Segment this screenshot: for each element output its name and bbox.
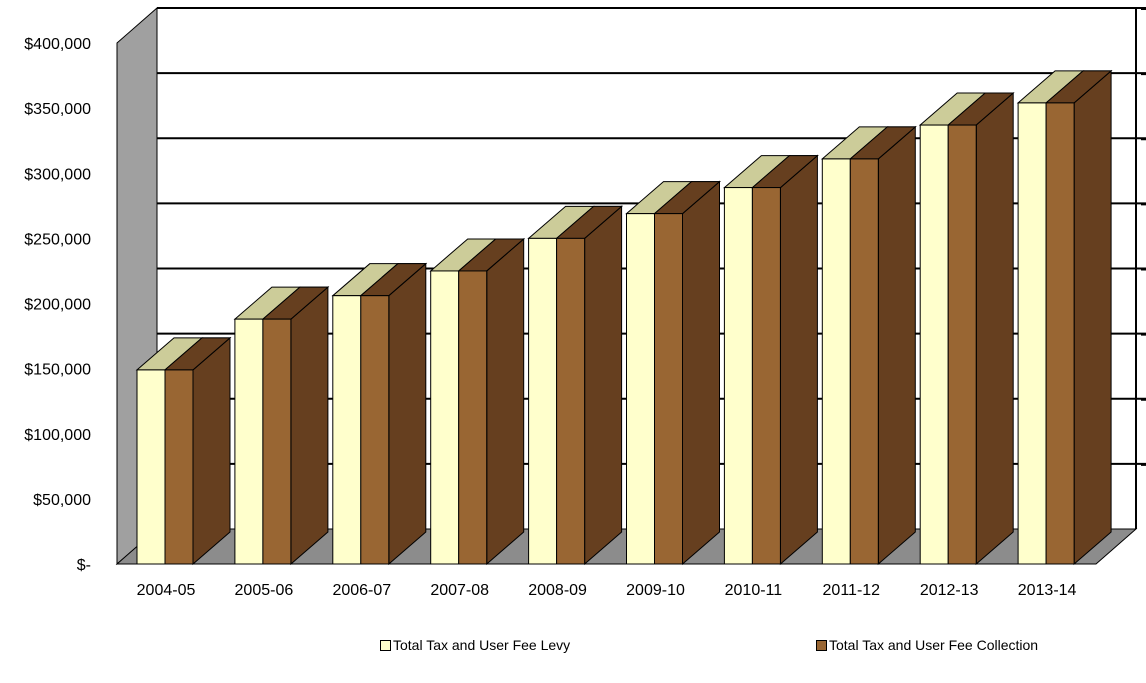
legend-label-levy: Total Tax and User Fee Levy bbox=[393, 637, 571, 653]
bar-collection bbox=[947, 124, 977, 565]
bars bbox=[135, 69, 1113, 566]
y-axis-tick-labels: $- $50,000 $100,000 $150,000 $200,000 $250,00… bbox=[24, 36, 91, 574]
x-tick-label: 2013-14 bbox=[1018, 582, 1077, 599]
bar-collection-side bbox=[877, 125, 916, 566]
bar-collection-side bbox=[388, 262, 427, 566]
bar-collection-side bbox=[682, 180, 720, 566]
bar-collection bbox=[1045, 102, 1075, 565]
y-tick-label: $200,000 bbox=[24, 297, 91, 314]
x-axis-tick-labels: 2004-05 2005-06 2006-07 2007-08 2008-09 2009-… bbox=[137, 582, 1077, 599]
bar-collection-side bbox=[486, 237, 525, 566]
bar-collection bbox=[164, 369, 194, 565]
x-tick-label: 2011-12 bbox=[823, 582, 881, 599]
legend-item-collection: Total Tax and User Fee Collection bbox=[816, 637, 1038, 653]
bar-levy bbox=[430, 270, 460, 565]
legend-swatch-levy bbox=[380, 639, 391, 651]
legend-label-collection: Total Tax and User Fee Collection bbox=[829, 637, 1039, 653]
bar-collection-side bbox=[975, 91, 1014, 566]
bar-collection-side bbox=[779, 154, 818, 566]
bar-collection-side bbox=[290, 286, 329, 566]
y-tick-label: $300,000 bbox=[24, 166, 91, 183]
y-tick-label: $50,000 bbox=[33, 492, 91, 509]
bar-levy bbox=[919, 124, 949, 565]
bar-levy bbox=[821, 158, 851, 565]
x-tick-label: 2007-08 bbox=[430, 582, 489, 599]
bar-levy bbox=[528, 237, 558, 565]
bar-collection bbox=[262, 318, 292, 565]
x-tick-label: 2004-05 bbox=[137, 582, 196, 599]
bar-collection-side bbox=[1073, 69, 1112, 566]
bar-collection bbox=[751, 187, 781, 565]
y-tick-label: $400,000 bbox=[24, 36, 91, 53]
x-tick-label: 2009-10 bbox=[626, 582, 685, 599]
x-tick-label: 2005-06 bbox=[235, 582, 294, 599]
bar-collection bbox=[654, 213, 683, 565]
y-tick-label: $100,000 bbox=[24, 427, 91, 444]
bar-collection-side bbox=[584, 205, 623, 566]
bar-levy bbox=[136, 369, 166, 565]
bar-collection bbox=[556, 237, 586, 565]
bar-levy bbox=[234, 318, 264, 565]
y-tick-label: $250,000 bbox=[24, 231, 91, 248]
bar-levy bbox=[723, 187, 753, 565]
x-tick-label: 2006-07 bbox=[332, 582, 391, 599]
bar-collection bbox=[458, 270, 488, 565]
bar-levy bbox=[1017, 102, 1047, 565]
y-tick-label: $150,000 bbox=[24, 362, 91, 379]
y-tick-label: $350,000 bbox=[24, 101, 91, 118]
x-tick-label: 2012-13 bbox=[920, 582, 979, 599]
x-tick-label: 2008-09 bbox=[528, 582, 587, 599]
legend-swatch-collection bbox=[816, 639, 827, 651]
legend-item-levy: Total Tax and User Fee Levy bbox=[380, 637, 570, 653]
y-tick-label: $- bbox=[77, 557, 91, 574]
bar-collection bbox=[360, 295, 390, 565]
bar-collection-side bbox=[192, 336, 231, 566]
bar-collection bbox=[849, 158, 879, 565]
bar-levy bbox=[626, 213, 655, 565]
bar-levy bbox=[332, 295, 362, 565]
x-tick-label: 2010-11 bbox=[725, 582, 783, 599]
